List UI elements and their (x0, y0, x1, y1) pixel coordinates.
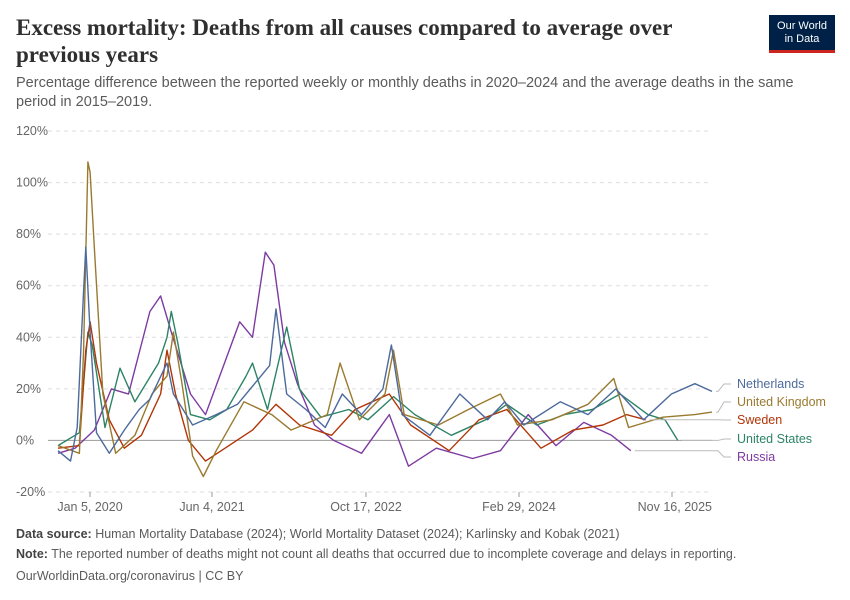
y-axis: -20% 0% 20% 40% 60% 80% 100% 120% (16, 124, 48, 499)
note-label: Note: (16, 547, 48, 561)
legend-connector (681, 438, 731, 441)
credit-line[interactable]: OurWorldinData.org/coronavirus | CC BY (16, 569, 244, 583)
x-tick-label: Jan 5, 2020 (57, 500, 122, 514)
series-line-united-states[interactable] (57, 310, 679, 447)
y-tick-label: 60% (16, 279, 41, 293)
data-source-text: Human Mortality Database (2024); World M… (91, 527, 620, 541)
y-tick-label: 40% (16, 330, 41, 344)
note-text: The reported number of deaths might not … (47, 547, 737, 561)
legend-connector (716, 383, 731, 392)
legend-label-united-states[interactable]: United States (737, 432, 812, 446)
grid-layer (48, 130, 712, 493)
legend-label-netherlands[interactable]: Netherlands (737, 377, 804, 391)
x-tick-label: Jun 4, 2021 (179, 500, 244, 514)
y-tick-label: 100% (16, 176, 48, 190)
logo-line-2: in Data (784, 33, 820, 45)
chart-title: Excess mortality: Deaths from all causes… (16, 15, 672, 67)
legend-label-russia[interactable]: Russia (737, 450, 775, 464)
legend-label-united-kingdom[interactable]: United Kingdom (737, 395, 826, 409)
y-tick-label: 0% (16, 433, 34, 447)
y-tick-label: 20% (16, 382, 41, 396)
data-source-line: Data source: Human Mortality Database (2… (16, 527, 620, 541)
legend: Netherlands United Kingdom Sweden United St… (634, 377, 826, 464)
x-tick-label: Feb 29, 2024 (482, 500, 556, 514)
legend-label-sweden[interactable]: Sweden (737, 413, 782, 427)
legend-connector (634, 450, 731, 458)
y-tick-label: 80% (16, 227, 41, 241)
data-source-label: Data source: (16, 527, 92, 541)
y-tick-label: 120% (16, 124, 48, 138)
legend-connector (716, 401, 731, 413)
logo-line-1: Our World (777, 20, 827, 32)
note-line: Note: The reported number of deaths migh… (16, 547, 736, 561)
x-axis: Jan 5, 2020 Jun 4, 2021 Oct 17, 2022 Feb 29… (57, 492, 712, 514)
series-line-netherlands[interactable] (57, 246, 713, 462)
owid-logo[interactable]: Our World in Data (769, 15, 835, 53)
y-tick-label: -20% (16, 485, 45, 499)
series-layer (57, 161, 713, 478)
series-line-united-kingdom[interactable] (57, 161, 713, 478)
series-line-russia[interactable] (57, 251, 632, 467)
logo-accent-bar (769, 50, 835, 53)
x-tick-label: Nov 16, 2025 (638, 500, 712, 514)
chart-subtitle: Percentage difference between the report… (16, 75, 794, 110)
x-tick-label: Oct 17, 2022 (330, 500, 402, 514)
